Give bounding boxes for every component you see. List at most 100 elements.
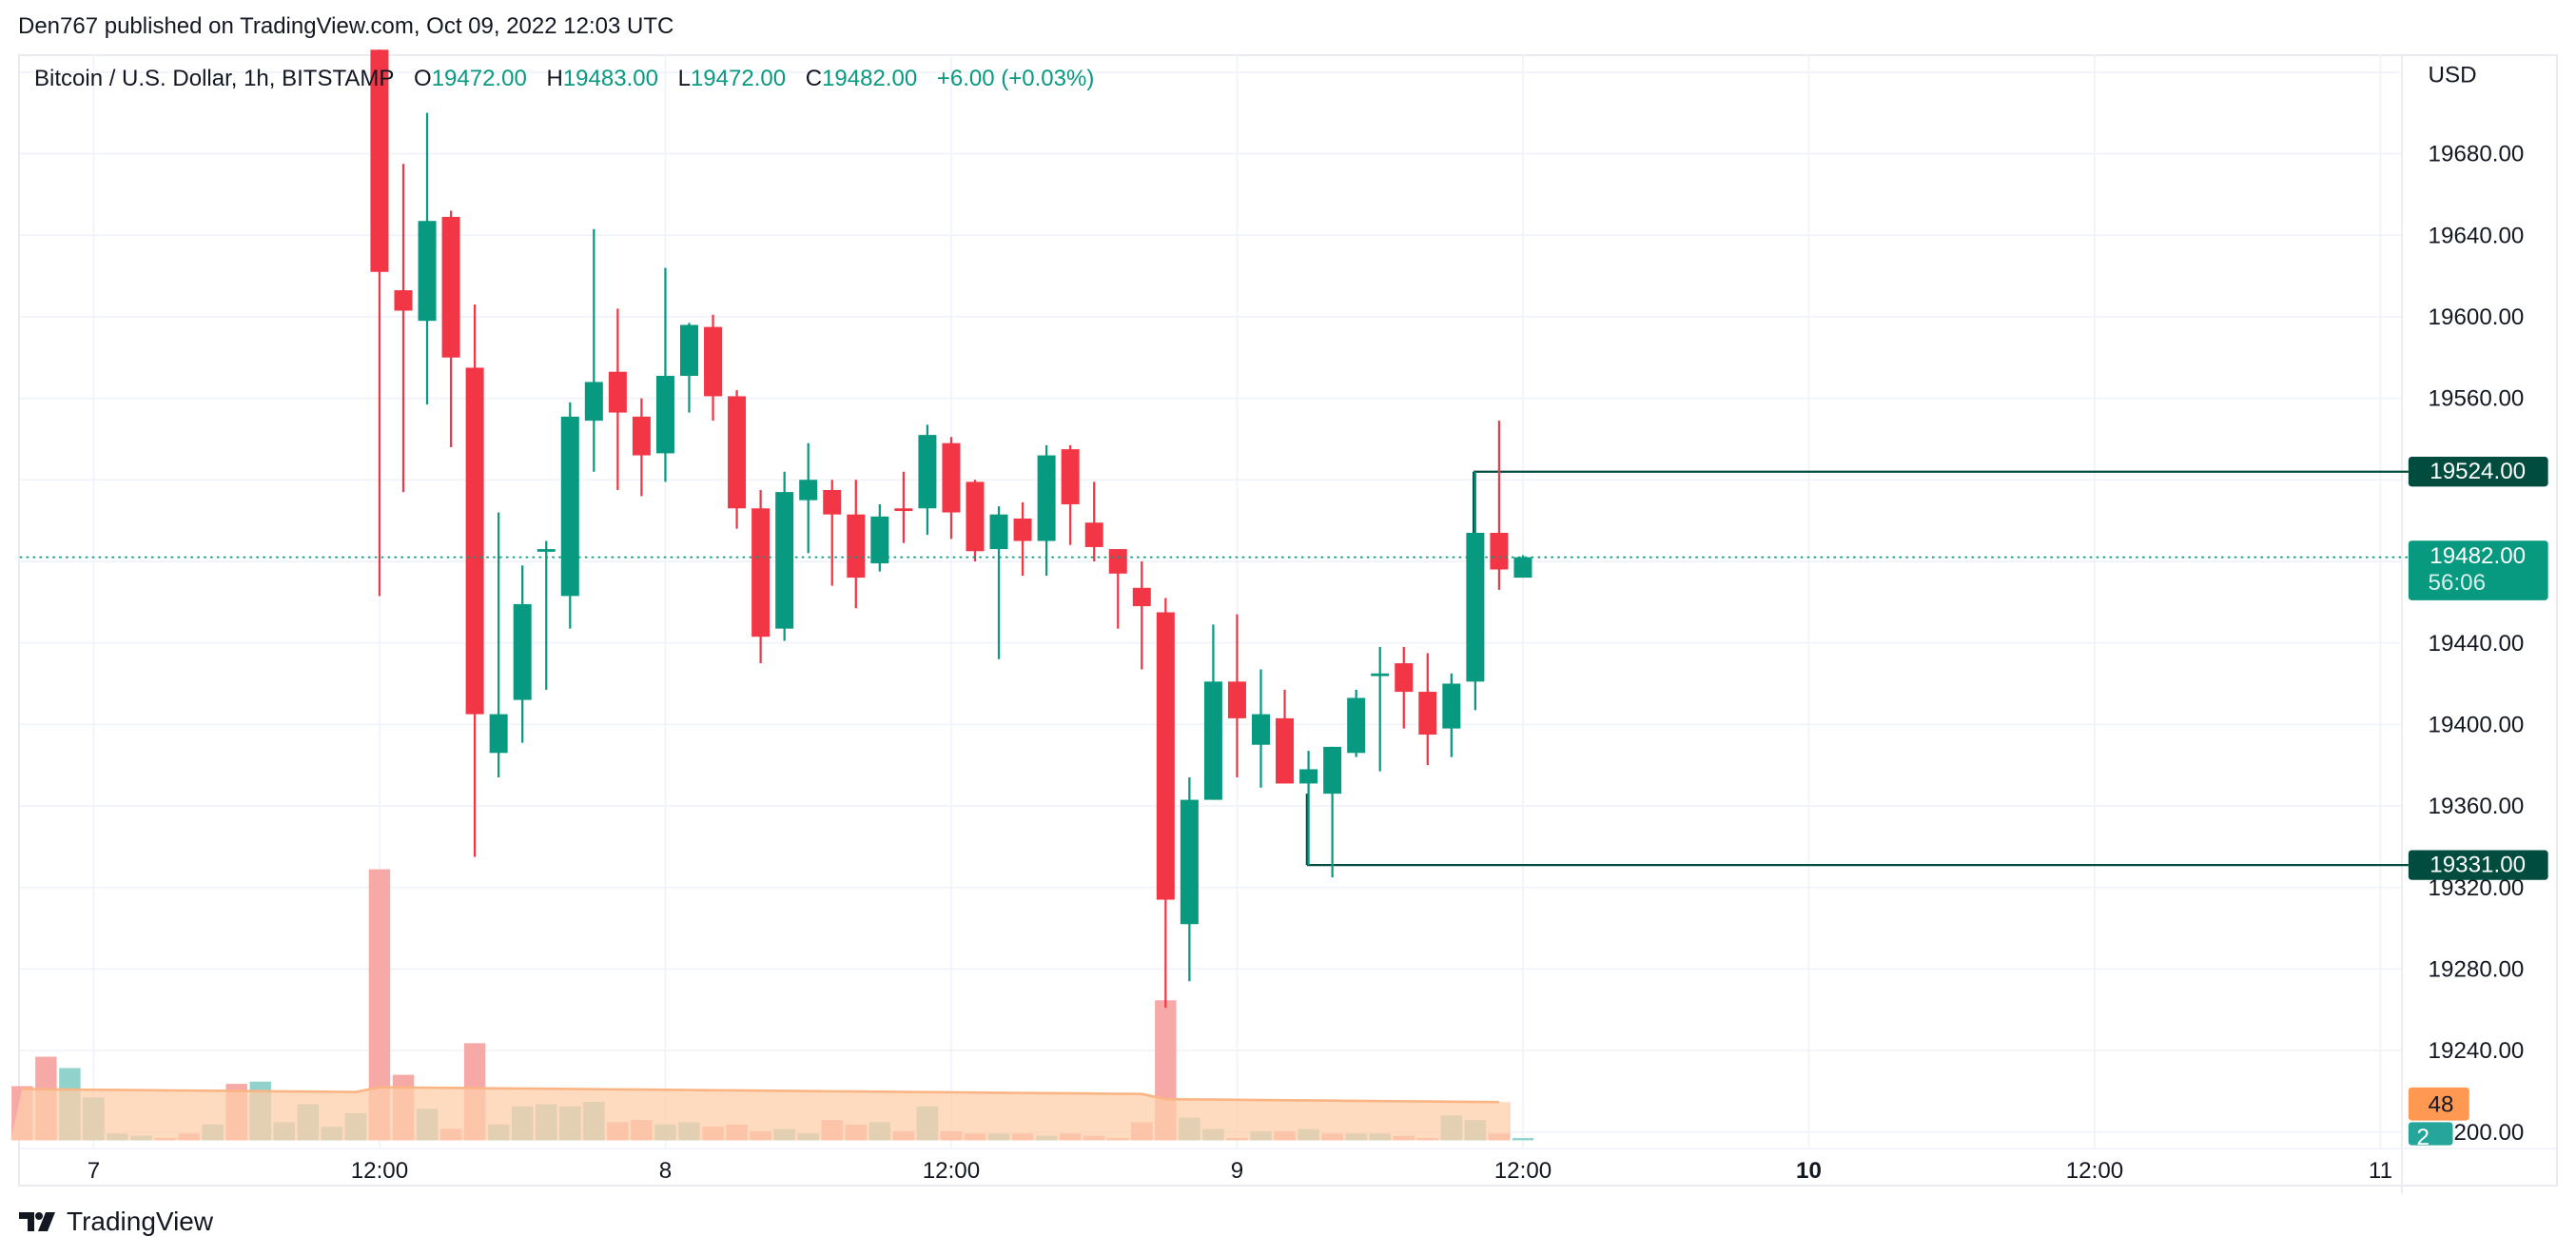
volume-ma-line: [22, 1086, 1499, 1104]
candle: [1108, 549, 1127, 629]
candle: [560, 402, 579, 629]
candle: [823, 480, 842, 586]
open-value: 19472.00: [431, 66, 527, 91]
symbol-legend[interactable]: Bitcoin / U.S. Dollar, 1h, BITSTAMP O194…: [34, 66, 1094, 92]
tradingview-logo[interactable]: TradingView: [19, 1207, 213, 1237]
candle: [655, 267, 674, 482]
candle: [728, 390, 747, 529]
candle-body: [1323, 746, 1342, 795]
close-label: C: [805, 66, 823, 91]
candle: [1490, 421, 1509, 590]
candle-body: [1442, 683, 1461, 729]
candle-body: [870, 516, 889, 564]
volume-last-label-text: 2: [2416, 1125, 2429, 1150]
candle: [799, 442, 818, 554]
candle-body: [1276, 717, 1295, 784]
price-axis[interactable]: USD 19680.00 19640.00 19600.00 19560.00 19440…: [2429, 62, 2525, 1146]
candle-body: [1180, 799, 1199, 925]
candle: [751, 489, 771, 664]
candle: [966, 480, 985, 561]
time-tick: 12:00: [923, 1158, 980, 1184]
candle: [775, 471, 794, 641]
candle-body: [679, 324, 698, 377]
candle: [1395, 646, 1414, 729]
candle-body: [513, 603, 532, 700]
candle: [894, 471, 913, 543]
candle: [1323, 746, 1342, 877]
candles: [370, 49, 1532, 1009]
last-price-label-bg: [2408, 540, 2548, 600]
volume-last-label-bg: [2408, 1122, 2453, 1146]
candle: [1252, 669, 1271, 788]
candle-body: [1132, 587, 1151, 607]
price-tick: 19680.00: [2429, 142, 2525, 167]
brand-name: TradingView: [67, 1207, 214, 1236]
volume-bar: [1512, 1138, 1534, 1141]
candle-body: [1513, 557, 1532, 579]
candle: [1371, 646, 1390, 772]
time-axis[interactable]: 7 12:00 8 12:00 9 12:00 10 12:00 11: [88, 1158, 2392, 1184]
price-tick: 19360.00: [2429, 794, 2525, 819]
candle: [537, 540, 556, 690]
candle: [584, 228, 603, 472]
candle-body: [918, 435, 937, 509]
price-tick: 19400.00: [2429, 712, 2525, 737]
support-price-label: 19331.00: [2408, 850, 2548, 880]
candle: [441, 210, 460, 447]
candle-body: [847, 514, 866, 579]
candle: [704, 314, 723, 422]
candle: [1442, 673, 1461, 757]
candle: [1156, 598, 1175, 1009]
candle-body: [370, 49, 389, 272]
candle-body: [1347, 697, 1366, 754]
price-tick: 19640.00: [2429, 223, 2525, 248]
volume-last-label: 2: [2408, 1122, 2453, 1150]
candle: [679, 323, 698, 413]
resistance-price-label-bg: [2408, 457, 2548, 487]
candle-body: [799, 480, 818, 500]
candle-body: [1084, 522, 1103, 547]
candle: [1513, 555, 1532, 579]
candle: [918, 424, 937, 536]
candle-body: [537, 549, 556, 552]
currency-label: USD: [2429, 62, 2477, 88]
low-label: L: [677, 66, 691, 91]
price-tick: 19280.00: [2429, 956, 2525, 982]
candle: [1013, 501, 1032, 576]
candle: [608, 308, 627, 490]
time-tick: 7: [88, 1158, 100, 1184]
candle-body: [632, 416, 651, 456]
price-tick: 19440.00: [2429, 631, 2525, 657]
candle-body: [751, 508, 771, 638]
low-value: 19472.00: [690, 66, 787, 91]
last-price-label-text: 56:06: [2429, 570, 2486, 596]
time-tick: 12:00: [351, 1158, 408, 1184]
candle: [489, 512, 508, 778]
candle-body: [894, 508, 913, 512]
candle-body: [1203, 681, 1222, 800]
candle: [1418, 653, 1437, 766]
high-value: 19483.00: [562, 66, 658, 91]
candle: [1299, 751, 1318, 866]
candle-body: [418, 221, 437, 322]
candle: [1180, 777, 1199, 982]
candle-body: [1227, 681, 1246, 718]
volume-ma-label-bg: [2408, 1087, 2469, 1121]
candle-body: [560, 416, 579, 597]
candle-body: [728, 396, 747, 509]
candle: [1061, 444, 1080, 545]
time-tick: 9: [1231, 1158, 1243, 1184]
candle: [370, 49, 389, 597]
time-tick: 8: [659, 1158, 672, 1184]
candle-body: [942, 442, 961, 513]
candle: [394, 164, 413, 493]
time-tick: 12:00: [2066, 1158, 2123, 1184]
candle-body: [704, 326, 723, 397]
candle: [1276, 689, 1295, 784]
change-value: +6.00 (+0.03%): [936, 66, 1095, 91]
support-price-label-text: 19331.00: [2430, 852, 2526, 877]
candle-body: [1252, 714, 1271, 745]
